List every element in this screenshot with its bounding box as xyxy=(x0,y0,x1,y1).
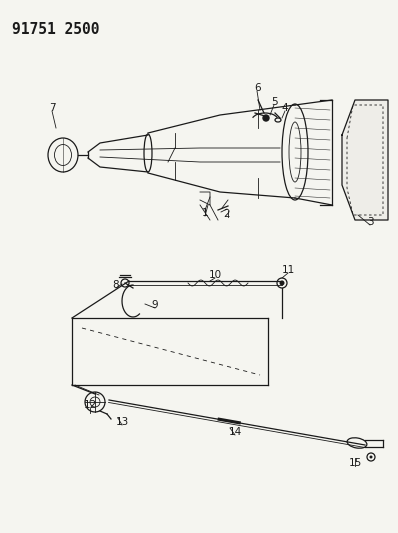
Text: 14: 14 xyxy=(228,427,242,437)
Text: 3: 3 xyxy=(367,217,373,227)
Text: 6: 6 xyxy=(255,83,261,93)
Text: 10: 10 xyxy=(209,270,222,280)
Polygon shape xyxy=(342,100,388,220)
Circle shape xyxy=(263,115,269,121)
Text: 91751 2500: 91751 2500 xyxy=(12,22,100,37)
Text: 8: 8 xyxy=(113,280,119,290)
Text: 2: 2 xyxy=(224,209,230,219)
Text: 1: 1 xyxy=(202,208,208,218)
Text: 11: 11 xyxy=(281,265,295,275)
Circle shape xyxy=(279,280,285,286)
Text: 4: 4 xyxy=(282,103,288,113)
Circle shape xyxy=(369,456,373,458)
Text: 13: 13 xyxy=(115,417,129,427)
Text: 12: 12 xyxy=(83,400,97,410)
Text: 7: 7 xyxy=(49,103,55,113)
Text: 5: 5 xyxy=(271,97,277,107)
Text: 9: 9 xyxy=(152,300,158,310)
Text: 15: 15 xyxy=(348,458,362,468)
